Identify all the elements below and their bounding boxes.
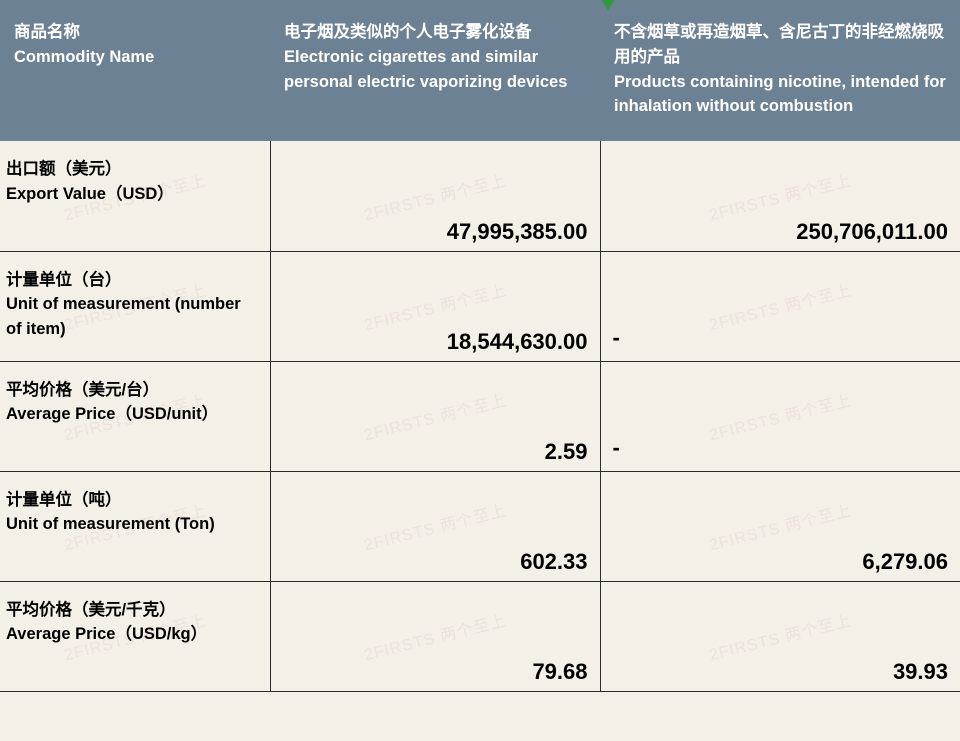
- header-col2-en: Products containing nicotine, intended f…: [614, 70, 946, 120]
- row-v2: 39.93: [893, 659, 948, 685]
- header-col2: 不含烟草或再造烟草、含尼古丁的非经燃烧吸用的产品 Products contai…: [600, 0, 960, 141]
- column-indicator-arrow: [600, 0, 616, 10]
- header-col1: 电子烟及类似的个人电子雾化设备 Electronic cigarettes an…: [270, 0, 600, 141]
- header-row-label-zh: 商品名称: [14, 20, 256, 45]
- row-v1-cell: 79.68: [270, 581, 600, 691]
- row-v2-cell: 39.93: [600, 581, 960, 691]
- row-label-cell: 平均价格（美元/千克） Average Price（USD/kg）: [0, 581, 270, 691]
- row-label-zh: 出口额（美元）: [6, 157, 260, 182]
- header-col1-en: Electronic cigarettes and similar person…: [284, 45, 586, 95]
- header-row-label-en: Commodity Name: [14, 45, 256, 70]
- row-v1-cell: 18,544,630.00: [270, 251, 600, 361]
- row-v2-cell: -: [600, 251, 960, 361]
- row-v2-cell: 250,706,011.00: [600, 141, 960, 251]
- table-row: 出口额（美元） Export Value（USD） 47,995,385.00 …: [0, 141, 960, 251]
- row-v1-cell: 47,995,385.00: [270, 141, 600, 251]
- row-label-zh: 计量单位（吨）: [6, 488, 260, 513]
- commodity-table: 商品名称 Commodity Name 电子烟及类似的个人电子雾化设备 Elec…: [0, 0, 960, 692]
- row-label-zh: 平均价格（美元/千克）: [6, 598, 260, 623]
- header-col2-zh: 不含烟草或再造烟草、含尼古丁的非经燃烧吸用的产品: [614, 20, 946, 70]
- table-row: 计量单位（台） Unit of measurement (number of i…: [0, 251, 960, 361]
- row-label-cell: 平均价格（美元/台） Average Price（USD/unit）: [0, 361, 270, 471]
- header-row-label: 商品名称 Commodity Name: [0, 0, 270, 141]
- row-v2: 250,706,011.00: [796, 219, 948, 245]
- header-col1-zh: 电子烟及类似的个人电子雾化设备: [284, 20, 586, 45]
- row-v1-cell: 2.59: [270, 361, 600, 471]
- table-row: 计量单位（吨） Unit of measurement (Ton) 602.33…: [0, 471, 960, 581]
- row-label-en: Average Price（USD/kg）: [6, 622, 260, 647]
- row-label-en: Unit of measurement (Ton): [6, 512, 260, 537]
- row-v1: 47,995,385.00: [447, 219, 588, 245]
- row-v1-cell: 602.33: [270, 471, 600, 581]
- row-v1: 2.59: [545, 439, 588, 465]
- row-label-cell: 计量单位（台） Unit of measurement (number of i…: [0, 251, 270, 361]
- row-v2-cell: 6,279.06: [600, 471, 960, 581]
- table-row: 平均价格（美元/千克） Average Price（USD/kg） 79.68 …: [0, 581, 960, 691]
- table-header-row: 商品名称 Commodity Name 电子烟及类似的个人电子雾化设备 Elec…: [0, 0, 960, 141]
- row-v1: 79.68: [532, 659, 587, 685]
- row-label-en: Average Price（USD/unit）: [6, 402, 260, 427]
- row-label-en: Unit of measurement (number of item): [6, 292, 260, 342]
- row-v2: -: [613, 435, 620, 461]
- table-row: 平均价格（美元/台） Average Price（USD/unit） 2.59 …: [0, 361, 960, 471]
- row-label-cell: 计量单位（吨） Unit of measurement (Ton): [0, 471, 270, 581]
- row-v1: 602.33: [520, 549, 587, 575]
- row-v2-cell: -: [600, 361, 960, 471]
- row-label-en: Export Value（USD）: [6, 182, 260, 207]
- row-v2: -: [613, 325, 620, 351]
- row-label-cell: 出口额（美元） Export Value（USD）: [0, 141, 270, 251]
- row-label-zh: 计量单位（台）: [6, 268, 260, 293]
- row-v2: 6,279.06: [862, 549, 948, 575]
- row-v1: 18,544,630.00: [447, 329, 588, 355]
- row-label-zh: 平均价格（美元/台）: [6, 378, 260, 403]
